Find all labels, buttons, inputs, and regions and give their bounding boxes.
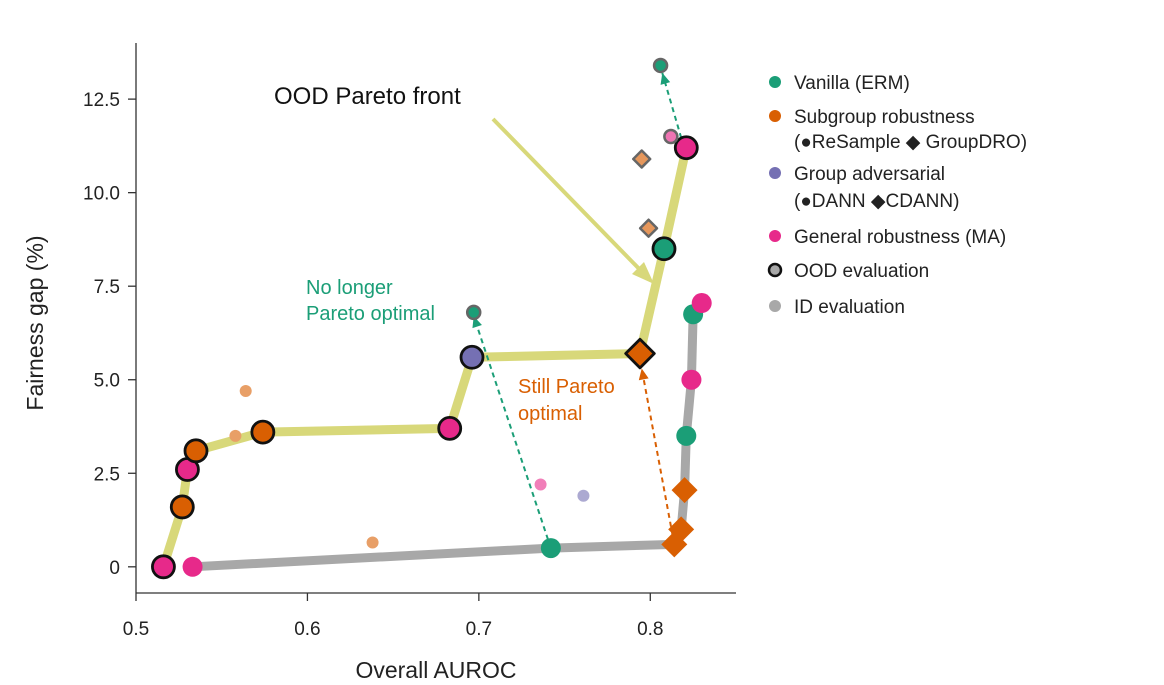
pareto-shift-arrows [472, 72, 688, 549]
legend-ood-label: OOD evaluation [794, 261, 929, 282]
subgroup-robustness-id-point [366, 536, 379, 549]
general-robustness-ood-point [151, 554, 176, 580]
vanilla-ood-point [465, 304, 482, 321]
ood-front-pointer-line [491, 117, 650, 280]
y-ticks: 0 2.5 5.0 7.5 10.0 12.5 [83, 90, 136, 579]
y-tick-label: 2.5 [94, 464, 120, 485]
no-longer-label-line2: Pareto optimal [306, 303, 435, 325]
legend-id-label: ID evaluation [794, 297, 905, 318]
subgroup-robustness-ood-point [183, 438, 209, 464]
x-tick-label: 0.8 [637, 619, 663, 640]
legend-vanilla-label: Vanilla (ERM) [794, 73, 910, 94]
legend-general-label: General robustness (MA) [794, 227, 1006, 248]
legend-subgroup-dot [769, 110, 781, 122]
group-adversarial-ood-point [459, 344, 485, 370]
data-points [151, 57, 712, 580]
general-robustness-ood-point [663, 128, 679, 145]
ood-front-label: OOD Pareto front [274, 83, 461, 110]
group-adversarial-id-point [577, 489, 590, 502]
still-optimal-label-line2: optimal [518, 403, 582, 425]
general-robustness-id-point [534, 478, 547, 491]
x-axis-title: Overall AUROC [355, 657, 516, 683]
subgroup-robustness-ood-diamond [632, 149, 652, 169]
vanilla-ood-point [651, 236, 677, 262]
y-axis-title: Fairness gap (%) [22, 235, 48, 410]
shift-arrow-head [660, 72, 671, 85]
general-robustness-id-point [691, 293, 712, 314]
shift-arrow-line [472, 315, 552, 549]
subgroup-robustness-id-point [239, 384, 252, 397]
shift-arrow-line [640, 368, 676, 545]
plot-area: 0.5 0.6 0.7 0.8 0 2.5 5.0 7.5 10.0 12.5 Overall … [22, 43, 736, 683]
vanilla-id-point [540, 538, 561, 559]
shift-arrow-head [638, 368, 649, 381]
x-tick-label: 0.5 [123, 619, 149, 640]
subgroup-robustness-id-diamond [671, 477, 698, 504]
x-tick-label: 0.7 [466, 619, 492, 640]
subgroup-robustness-ood-point [250, 419, 276, 445]
legend-ood-ring [767, 262, 783, 278]
ood-front-pointer-head [632, 262, 654, 284]
legend-vanilla-dot [769, 76, 781, 88]
legend-adversarial-markers: (●DANN ◆CDANN) [794, 191, 959, 212]
legend: Vanilla (ERM) Subgroup robustness (●ReSa… [767, 73, 1027, 318]
subgroup-robustness-ood-diamond [624, 337, 656, 370]
subgroup-robustness-id-diamond [668, 516, 695, 543]
subgroup-robustness-id-point [229, 429, 242, 442]
pareto-fronts [158, 143, 698, 572]
ood-pareto-front-line [158, 143, 691, 572]
y-tick-label: 0 [109, 558, 120, 579]
x-ticks: 0.5 0.6 0.7 0.8 [123, 593, 663, 640]
no-longer-label-line1: No longer [306, 277, 393, 299]
general-robustness-ood-point [673, 135, 699, 161]
general-robustness-id-point [681, 369, 702, 390]
subgroup-robustness-ood-point [169, 494, 195, 520]
annotations: OOD Pareto front No longer Pareto optima… [274, 83, 654, 425]
general-robustness-id-point [182, 556, 203, 577]
legend-id-dot [769, 300, 781, 312]
y-tick-label: 10.0 [83, 184, 120, 205]
legend-adversarial-label: Group adversarial [794, 164, 945, 185]
y-tick-label: 5.0 [94, 371, 120, 392]
legend-subgroup-label: Subgroup robustness [794, 107, 975, 128]
legend-adversarial-dot [769, 167, 781, 179]
x-tick-label: 0.6 [294, 619, 320, 640]
y-tick-label: 12.5 [83, 90, 120, 111]
general-robustness-ood-point [437, 415, 463, 441]
subgroup-robustness-ood-diamond [638, 218, 659, 238]
still-optimal-label-line1: Still Pareto [518, 376, 615, 398]
axes: 0.5 0.6 0.7 0.8 0 2.5 5.0 7.5 10.0 12.5 Overall … [22, 43, 736, 683]
vanilla-id-point [676, 425, 697, 446]
legend-subgroup-markers: (●ReSample ◆ GroupDRO) [794, 132, 1027, 153]
legend-general-dot [769, 230, 781, 242]
y-tick-label: 7.5 [94, 277, 120, 298]
vanilla-ood-point [652, 57, 669, 74]
